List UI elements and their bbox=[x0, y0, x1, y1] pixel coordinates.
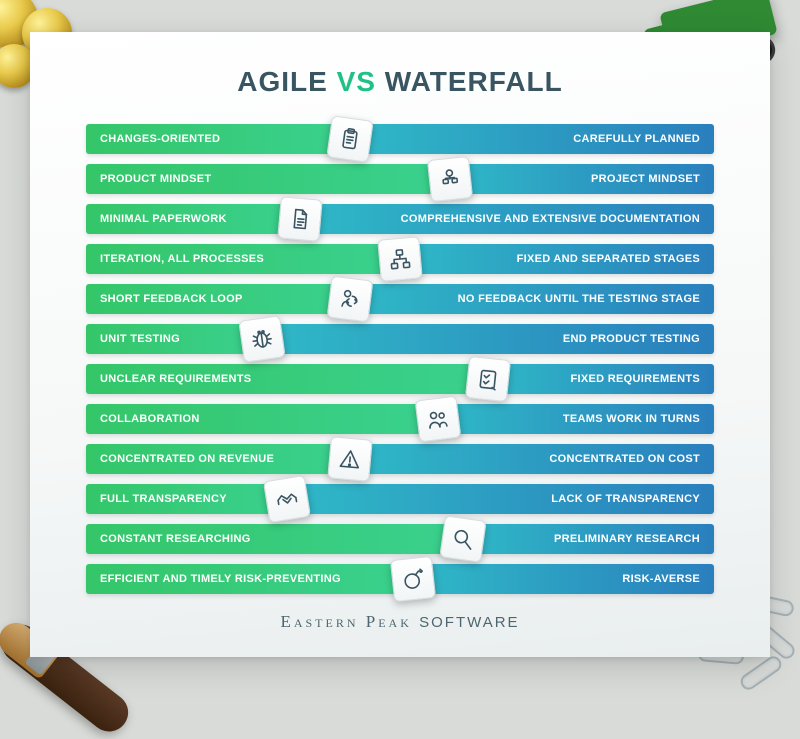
feedback-icon bbox=[326, 276, 373, 323]
agile-cell: UNIT TESTING bbox=[86, 324, 262, 354]
handshake-icon bbox=[263, 475, 311, 523]
comparison-row: COLLABORATIONTEAMS WORK IN TURNS bbox=[86, 404, 714, 434]
footer-brand-suffix: SOFTWARE bbox=[419, 614, 519, 631]
comparison-row: UNCLEAR REQUIREMENTSFIXED REQUIREMENTS bbox=[86, 364, 714, 394]
waterfall-cell: PRELIMINARY RESEARCH bbox=[463, 524, 714, 554]
waterfall-cell: END PRODUCT TESTING bbox=[262, 324, 714, 354]
agile-cell: SHORT FEEDBACK LOOP bbox=[86, 284, 350, 314]
comparison-row: CHANGES-ORIENTEDCAREFULLY PLANNED bbox=[86, 124, 714, 154]
agile-cell: EFFICIENT AND TIMELY RISK-PREVENTING bbox=[86, 564, 413, 594]
bug-icon bbox=[238, 315, 285, 362]
comparison-row: MINIMAL PAPERWORKCOMPREHENSIVE AND EXTEN… bbox=[86, 204, 714, 234]
waterfall-cell: FIXED AND SEPARATED STAGES bbox=[400, 244, 714, 274]
agile-cell: COLLABORATION bbox=[86, 404, 438, 434]
agile-cell: PRODUCT MINDSET bbox=[86, 164, 450, 194]
waterfall-cell: TEAMS WORK IN TURNS bbox=[438, 404, 714, 434]
comparison-row: EFFICIENT AND TIMELY RISK-PREVENTINGRISK… bbox=[86, 564, 714, 594]
magnifier-icon bbox=[439, 515, 486, 562]
agile-cell: UNCLEAR REQUIREMENTS bbox=[86, 364, 488, 394]
footer-brand-name: Eastern Peak bbox=[280, 612, 411, 631]
waterfall-cell: NO FEEDBACK UNTIL THE TESTING STAGE bbox=[350, 284, 714, 314]
checklist-icon bbox=[465, 356, 511, 402]
title-vs: VS bbox=[337, 66, 376, 97]
hierarchy-icon bbox=[377, 236, 423, 282]
waterfall-cell: PROJECT MINDSET bbox=[450, 164, 714, 194]
infographic-card: AGILE VS WATERFALL CHANGES-ORIENTEDCAREF… bbox=[30, 32, 770, 657]
agile-cell: CHANGES-ORIENTED bbox=[86, 124, 350, 154]
waterfall-cell: COMPREHENSIVE AND EXTENSIVE DOCUMENTATIO… bbox=[300, 204, 714, 234]
team-icon bbox=[414, 396, 461, 443]
comparison-row: SHORT FEEDBACK LOOPNO FEEDBACK UNTIL THE… bbox=[86, 284, 714, 314]
clipboard-icon bbox=[326, 115, 373, 162]
comparison-row: FULL TRANSPARENCYLACK OF TRANSPARENCY bbox=[86, 484, 714, 514]
waterfall-cell: FIXED REQUIREMENTS bbox=[488, 364, 714, 394]
agile-cell: ITERATION, ALL PROCESSES bbox=[86, 244, 400, 274]
comparison-rows: CHANGES-ORIENTEDCAREFULLY PLANNED PRODUCT… bbox=[86, 124, 714, 594]
page-title: AGILE VS WATERFALL bbox=[86, 66, 714, 98]
comparison-row: ITERATION, ALL PROCESSESFIXED AND SEPARA… bbox=[86, 244, 714, 274]
agile-cell: MINIMAL PAPERWORK bbox=[86, 204, 300, 234]
waterfall-cell: LACK OF TRANSPARENCY bbox=[287, 484, 714, 514]
warning-icon bbox=[327, 436, 373, 482]
title-left: AGILE bbox=[237, 66, 328, 97]
agile-cell: CONSTANT RESEARCHING bbox=[86, 524, 463, 554]
comparison-row: CONCENTRATED ON REVENUECONCENTRATED ON C… bbox=[86, 444, 714, 474]
comparison-row: CONSTANT RESEARCHINGPRELIMINARY RESEARCH bbox=[86, 524, 714, 554]
waterfall-cell: RISK-AVERSE bbox=[413, 564, 714, 594]
waterfall-cell: CAREFULLY PLANNED bbox=[350, 124, 714, 154]
document-icon bbox=[277, 196, 323, 242]
comparison-row: UNIT TESTINGEND PRODUCT TESTING bbox=[86, 324, 714, 354]
title-right: WATERFALL bbox=[385, 66, 563, 97]
waterfall-cell: CONCENTRATED ON COST bbox=[350, 444, 714, 474]
footer-brand: Eastern Peak SOFTWARE bbox=[86, 612, 714, 632]
flow-head-icon bbox=[427, 156, 473, 202]
comparison-row: PRODUCT MINDSETPROJECT MINDSET bbox=[86, 164, 714, 194]
bomb-icon bbox=[389, 556, 435, 602]
agile-cell: CONCENTRATED ON REVENUE bbox=[86, 444, 350, 474]
agile-cell: FULL TRANSPARENCY bbox=[86, 484, 287, 514]
